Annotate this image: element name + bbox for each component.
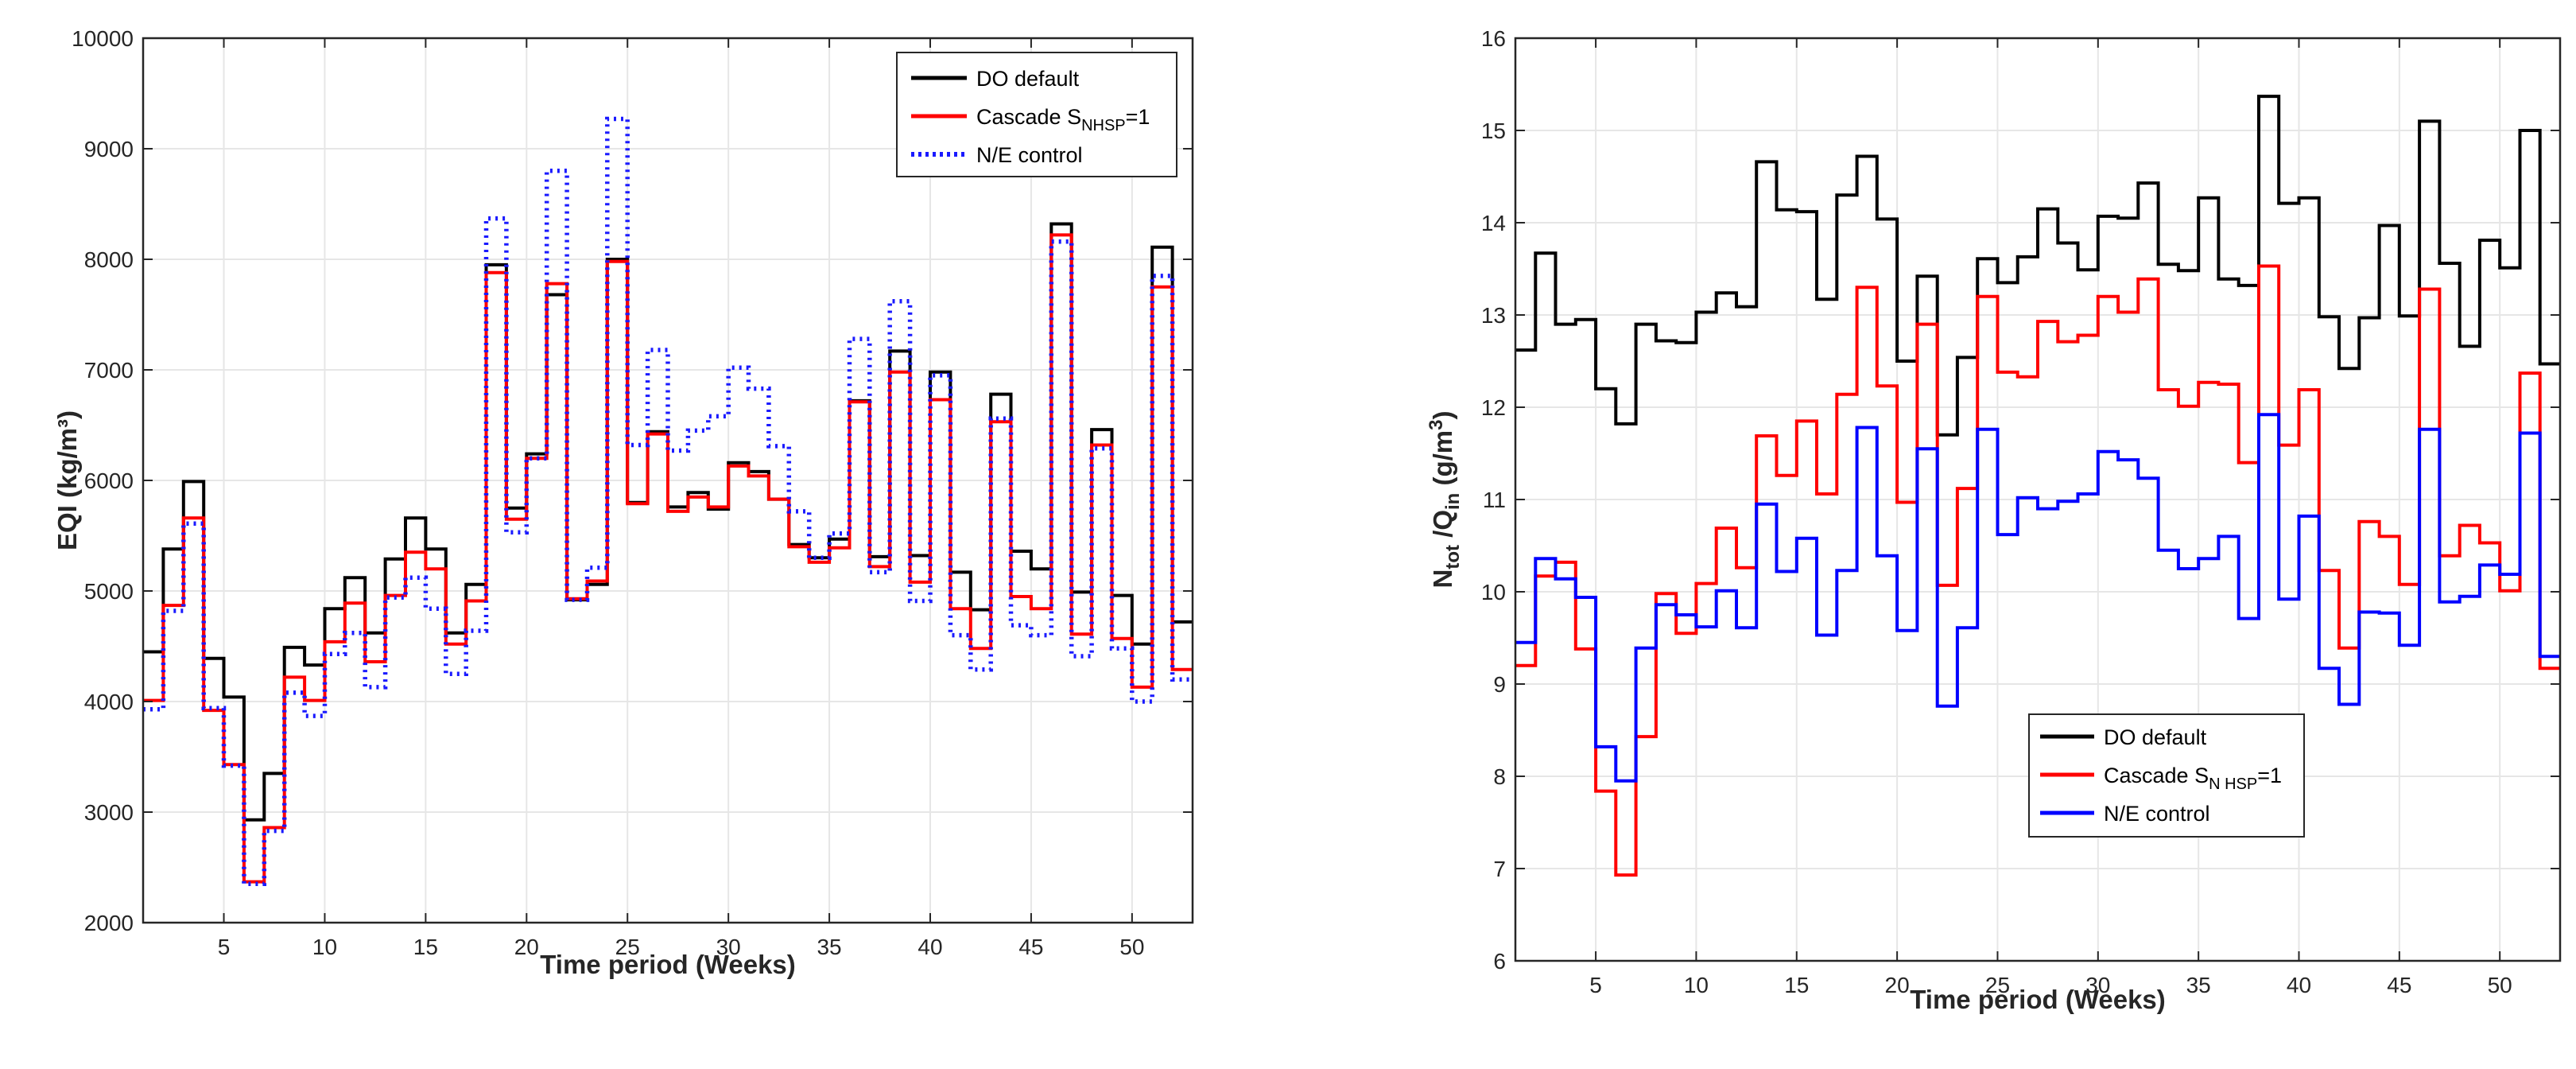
series-group [1515, 95, 2560, 877]
y-tick-label: 8 [1493, 764, 1506, 789]
tick-labels: 5 10 15 20 25 30 35 40 45 50 6 7 8 9 10 11 12 13 14 15 16 [1481, 26, 2512, 997]
legend: DO default Cascade SNHSP=1 N/E control [896, 52, 1177, 177]
y-tick-label: 10 [1481, 580, 1506, 604]
x-tick-label: 15 [1784, 973, 1809, 997]
y-tick-label: 7 [1493, 857, 1506, 881]
y-tick-label: 15 [1481, 119, 1506, 143]
y-tick-label: 13 [1481, 303, 1506, 328]
y-tick-label: 14 [1481, 211, 1506, 235]
chart-eqi: 5 10 15 20 25 30 35 40 45 50 2000 3000 4000 5000 6000 7… [52, 26, 1194, 979]
series-line-ne-control [143, 116, 1193, 887]
series-line-ne-control [1515, 413, 2560, 783]
x-tick-label: 10 [312, 935, 337, 959]
y-tick-label: 6000 [84, 468, 134, 493]
x-tick-label: 25 [615, 935, 640, 959]
y-tick-label: 12 [1481, 395, 1506, 420]
x-tick-label: 10 [1684, 973, 1709, 997]
x-tick-label: 50 [2488, 973, 2512, 997]
x-tick-label: 30 [716, 935, 741, 959]
x-tick-label: 25 [1985, 973, 2010, 997]
x-tick-label: 30 [2085, 973, 2110, 997]
legend-label-ne-control: N/E control [976, 143, 1083, 167]
y-tick-label: 8000 [84, 247, 134, 272]
legend-label-do-default: DO default [2104, 725, 2207, 749]
x-tick-label: 40 [2287, 973, 2311, 997]
legend: DO default Cascade SN HSP=1 N/E control [2028, 713, 2305, 838]
legend-label-do-default: DO default [976, 67, 1080, 91]
x-tick-label: 15 [413, 935, 438, 959]
tick-labels: 5 10 15 20 25 30 35 40 45 50 2000 3000 4000 5000 6000 7… [72, 26, 1144, 959]
x-tick-label: 40 [918, 935, 942, 959]
y-axis-label: EQI (kg/m³) [52, 410, 82, 550]
y-tick-label: 2000 [84, 911, 134, 935]
ticks [1515, 37, 2560, 962]
x-tick-label: 20 [1885, 973, 1910, 997]
x-tick-label: 5 [1589, 973, 1602, 997]
y-tick-label: 11 [1483, 488, 1506, 512]
y-tick-label: 4000 [84, 690, 134, 714]
ticks [143, 37, 1193, 923]
x-tick-label: 5 [218, 935, 231, 959]
y-tick-label: 5000 [84, 579, 134, 604]
x-tick-label: 45 [2387, 973, 2411, 997]
y-tick-label: 7000 [84, 358, 134, 383]
series-line-do-default [1515, 95, 2560, 437]
y-axis-label: Ntot /Qin (g/m3) [1426, 410, 1464, 588]
x-tick-label: 45 [1018, 935, 1043, 959]
legend-label-cascade: Cascade SNHSP=1 [976, 105, 1150, 134]
y-tick-label: 10000 [72, 26, 134, 51]
x-axis-label: Time period (Weeks) [1910, 985, 2166, 1014]
x-tick-label: 35 [817, 935, 841, 959]
y-tick-label: 16 [1481, 26, 1506, 51]
legend-label-cascade: Cascade SN HSP=1 [2104, 764, 2282, 793]
x-axis-label: Time period (Weeks) [540, 950, 796, 979]
x-tick-label: 35 [2186, 973, 2211, 997]
y-tick-label: 9 [1493, 672, 1506, 697]
legend-label-ne-control: N/E control [2104, 802, 2210, 826]
chart-ntot-qin: 5 10 15 20 25 30 35 40 45 50 6 7 8 9 10 11 12 13 14 15 16 Ti… [1426, 26, 2562, 1014]
y-tick-label: 9000 [84, 137, 134, 161]
y-tick-label: 3000 [84, 800, 134, 825]
series-group [143, 116, 1193, 887]
y-tick-label: 6 [1493, 949, 1506, 974]
x-tick-label: 20 [514, 935, 539, 959]
x-tick-label: 50 [1119, 935, 1144, 959]
